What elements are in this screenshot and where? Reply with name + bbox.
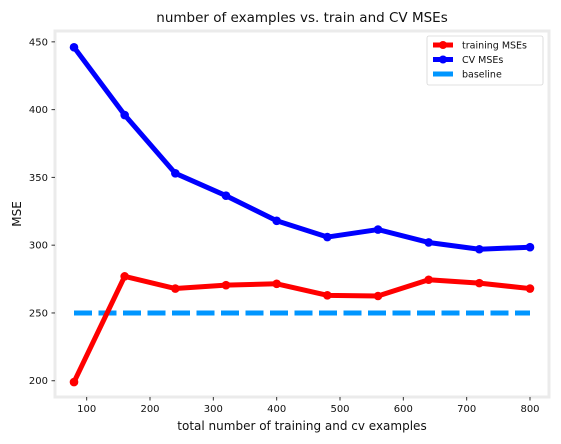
x-tick-label: 100 [77, 404, 96, 415]
x-tick-label: 700 [457, 404, 476, 415]
cv-mses-point [424, 238, 433, 247]
cv-mses-point [373, 225, 383, 234]
chart-title: number of examples vs. train and CV MSEs [156, 10, 447, 26]
legend-label-cv-mses: CV MSEs [462, 55, 503, 66]
legend-label-baseline: baseline [462, 70, 502, 81]
x-tick-label: 500 [330, 404, 349, 415]
legend-marker-cv-mses [439, 55, 447, 64]
plot-area [53, 29, 551, 399]
training-mses-point [272, 279, 281, 289]
training-mses-point [171, 284, 180, 293]
legend-marker-training-mses [439, 41, 447, 49]
legend-box [426, 35, 544, 86]
cv-mses-line [71, 45, 531, 252]
training-mses-point [475, 278, 484, 288]
y-tick-label: 400 [29, 105, 48, 116]
y-tick-label: 350 [29, 173, 48, 184]
cv-mses-point [475, 244, 484, 254]
x-tick-label: 800 [520, 404, 539, 415]
training-mses-point [221, 280, 231, 290]
training-mses-point [373, 291, 383, 301]
y-tick-label: 450 [29, 37, 48, 48]
x-tick-label: 400 [267, 404, 286, 415]
cv-mses-point [69, 42, 79, 52]
series-layer [69, 42, 535, 387]
cv-mses-point [525, 242, 535, 252]
legend: training MSEs CV MSEs baseline [426, 35, 544, 86]
training-mses-point [424, 275, 433, 285]
x-tick-label: 600 [394, 404, 413, 415]
y-tick-label: 300 [29, 241, 48, 252]
training-mses-point [525, 284, 535, 293]
training-mses-line [71, 273, 531, 384]
x-axis-label: total number of training and cv examples [177, 419, 426, 433]
training-mses-point [69, 377, 79, 387]
training-mses-point [323, 291, 332, 300]
cv-mses-point [272, 216, 281, 226]
cv-mses-point [120, 110, 129, 120]
cv-mses-point [171, 169, 180, 178]
cv-mses-point [221, 191, 231, 200]
axis-ticks: 100 200 300 400 500 600 700 800 200 250 300 350 400 4… [29, 37, 540, 415]
x-tick-label: 200 [140, 404, 159, 415]
y-tick-label: 200 [29, 376, 48, 387]
legend-label-training-mses: training MSEs [462, 41, 527, 52]
x-tick-label: 300 [204, 404, 223, 415]
y-axis-label: MSE [10, 201, 24, 227]
training-mses-point [120, 272, 129, 281]
cv-mses-point [323, 232, 332, 242]
y-tick-label: 250 [29, 308, 48, 319]
